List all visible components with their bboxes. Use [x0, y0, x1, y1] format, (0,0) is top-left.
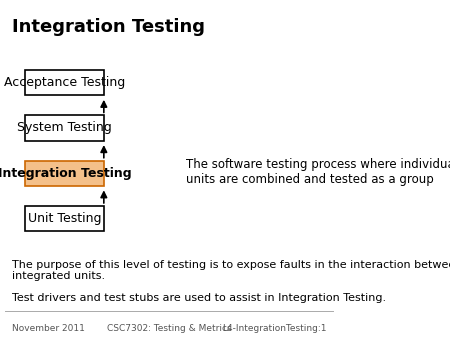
Text: CSC7302: Testing & Metrics: CSC7302: Testing & Metrics: [107, 324, 232, 333]
FancyBboxPatch shape: [25, 70, 104, 95]
Text: The purpose of this level of testing is to expose faults in the interaction betw: The purpose of this level of testing is …: [12, 260, 450, 281]
Text: The software testing process where individual
units are combined and tested as a: The software testing process where indiv…: [186, 158, 450, 186]
Text: Integration Testing: Integration Testing: [0, 167, 131, 180]
FancyBboxPatch shape: [25, 161, 104, 186]
Text: L4-IntegrationTesting:1: L4-IntegrationTesting:1: [222, 324, 327, 333]
Text: System Testing: System Testing: [17, 121, 112, 135]
Text: Test drivers and test stubs are used to assist in Integration Testing.: Test drivers and test stubs are used to …: [12, 293, 386, 303]
Text: November 2011: November 2011: [12, 324, 85, 333]
Text: Unit Testing: Unit Testing: [28, 212, 101, 225]
FancyBboxPatch shape: [25, 206, 104, 231]
Text: Integration Testing: Integration Testing: [12, 18, 205, 36]
Text: Acceptance Testing: Acceptance Testing: [4, 76, 125, 89]
FancyBboxPatch shape: [25, 115, 104, 141]
